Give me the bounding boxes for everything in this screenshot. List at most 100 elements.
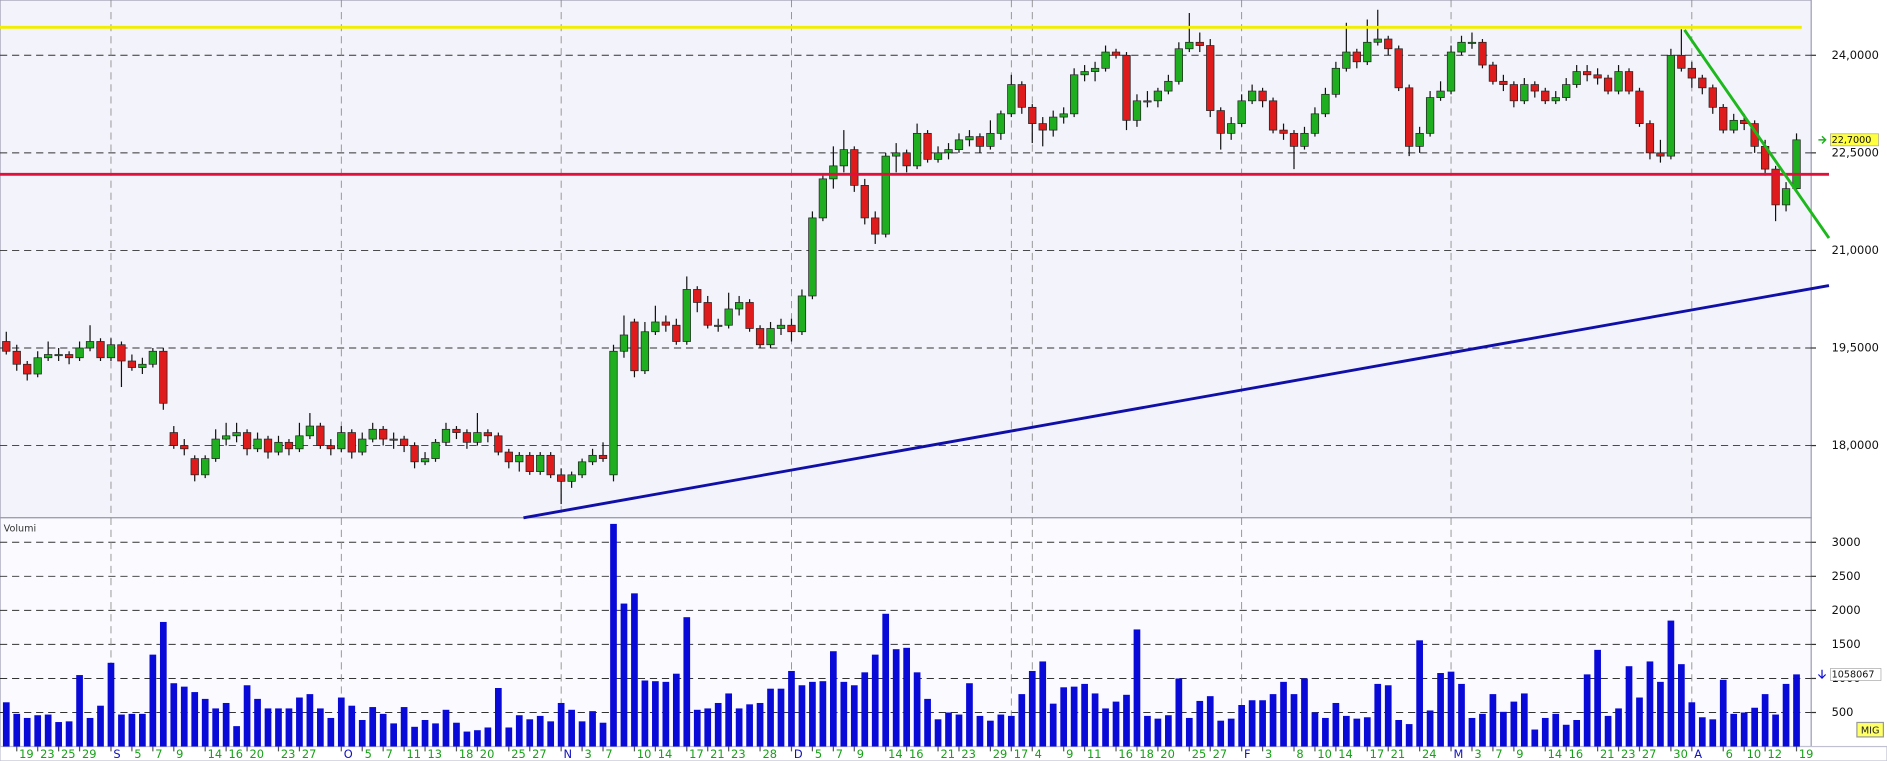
candle-body [860, 185, 869, 219]
volume-bar [1332, 702, 1340, 747]
volume-bar [1709, 719, 1717, 747]
candle-body [1059, 113, 1068, 118]
x-tick-label: F [1244, 747, 1251, 761]
candle-body [1237, 100, 1246, 124]
volume-bar [411, 726, 418, 747]
candle-body [1373, 38, 1382, 43]
volume-bar [65, 721, 73, 747]
volume-bar [264, 708, 272, 747]
candle-body [232, 432, 241, 437]
volume-bar [924, 698, 931, 747]
volume-bar [1290, 694, 1298, 747]
volume-bar [327, 717, 335, 747]
candle-body [1111, 51, 1121, 56]
candle-body [148, 350, 157, 365]
candle-body [337, 432, 346, 450]
x-tick-label: 10 [637, 747, 652, 761]
volume-bar [348, 705, 356, 747]
volume-bar [1342, 715, 1350, 747]
volume-bar [756, 702, 764, 747]
volume-bar [1353, 718, 1361, 747]
x-tick-label: 16 [229, 747, 244, 761]
x-tick-label: 21 [1391, 747, 1406, 761]
candle-body [326, 445, 335, 450]
candle-body [588, 454, 597, 463]
candle-body [808, 217, 817, 297]
volume-bar [1761, 694, 1769, 747]
candle-body [1132, 100, 1142, 121]
candle-body [1425, 97, 1435, 134]
volume-bar [128, 713, 136, 747]
volume-bar [1552, 713, 1560, 747]
candle-body [410, 445, 419, 463]
volume-bar [850, 685, 858, 747]
volume-bar [809, 681, 816, 747]
volume-bar [704, 708, 712, 747]
candle-body [546, 454, 555, 476]
x-tick-label: 16 [909, 747, 924, 761]
candle-body [1677, 54, 1686, 69]
volume-bar [913, 672, 921, 747]
candle-body [787, 324, 796, 333]
candle-body [1164, 80, 1173, 92]
volume-bar [170, 683, 178, 747]
volume-bar [1259, 700, 1266, 747]
candle-body [1645, 123, 1655, 154]
candle-body [180, 445, 189, 450]
volume-bar [1301, 678, 1308, 747]
x-tick-label: 14 [658, 747, 673, 761]
volume-bar [1269, 694, 1277, 747]
volume-bar [505, 727, 513, 747]
volume-bar [1604, 715, 1612, 747]
last-volume-tag [1830, 668, 1882, 681]
candle-body [368, 428, 377, 440]
candle-body [12, 350, 21, 365]
volume-bar [2, 702, 10, 747]
x-tick-label: 18 [459, 747, 474, 761]
volume-bar [1049, 703, 1057, 747]
volume-bar [966, 683, 973, 747]
volume-bar [34, 715, 42, 747]
y-tick-label: 22,5000 [1832, 145, 1879, 159]
volume-bar [1280, 681, 1287, 747]
candle-body [1331, 67, 1341, 95]
x-tick-label: 16 [1569, 747, 1584, 761]
volume-bar [903, 647, 910, 747]
volume-bar [1772, 714, 1779, 747]
volume-bar [1311, 712, 1319, 747]
candle-body [1415, 132, 1424, 147]
x-tick-label: 10 [1317, 747, 1332, 761]
volume-bar [955, 714, 963, 747]
date-strip [0, 745, 1887, 761]
candle-body [651, 321, 660, 333]
candle-body [1070, 74, 1079, 115]
candle-body [1310, 113, 1320, 134]
volume-bar [1489, 694, 1497, 747]
volume-bar [233, 726, 240, 747]
volume-bar [474, 730, 481, 747]
volume-bar [725, 693, 733, 747]
candle-body [462, 432, 472, 443]
x-tick-label: 3 [584, 747, 591, 761]
x-tick-label: M [1453, 747, 1463, 761]
volume-bar [1426, 710, 1434, 747]
volume-bar [1248, 700, 1256, 747]
candle-body [452, 428, 461, 433]
volume-bar [390, 723, 397, 747]
x-tick-label: 19 [1799, 747, 1814, 761]
x-tick-label: 17 [1014, 747, 1029, 761]
candle-body [1038, 123, 1047, 131]
candle-body [1289, 132, 1299, 147]
x-tick-label: 14 [1548, 747, 1563, 761]
x-tick-label: 9 [1516, 747, 1523, 761]
candles [2, 9, 1801, 505]
volume-bar [735, 708, 743, 747]
volume-bar [1018, 694, 1026, 747]
candle-body [525, 454, 534, 472]
candle-body [33, 357, 42, 375]
x-tick-label: 27 [1642, 747, 1657, 761]
x-tick-label: 7 [836, 747, 843, 761]
x-tick-label: 9 [857, 747, 864, 761]
candle-body [1206, 45, 1215, 111]
candle-body [420, 458, 430, 463]
